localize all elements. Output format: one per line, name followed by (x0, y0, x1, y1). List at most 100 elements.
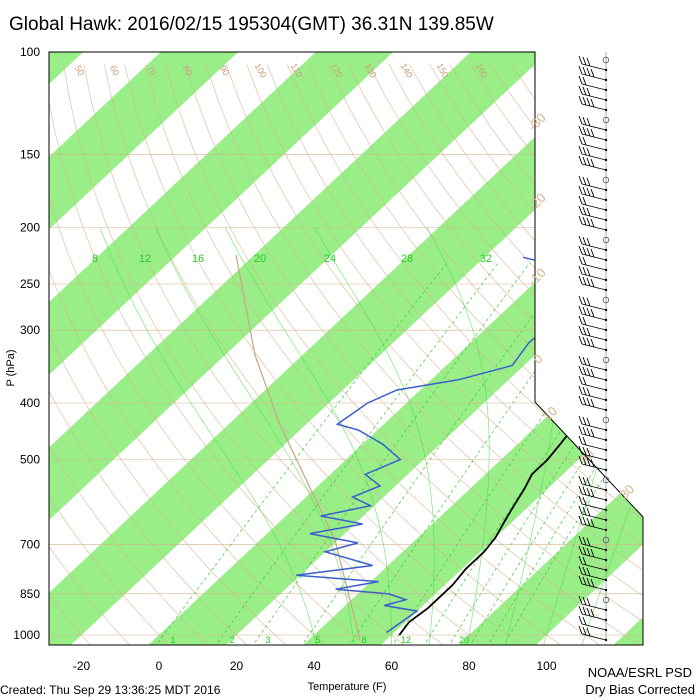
barb-flag (582, 196, 587, 206)
dry-adiabat-label: 90 (218, 64, 232, 78)
barb-flag (578, 415, 583, 425)
barb-flag (586, 217, 591, 227)
barb-flag (582, 496, 587, 506)
barb-flag (578, 235, 583, 245)
mixing-ratio-line (502, 262, 643, 645)
barb-flag (582, 126, 587, 136)
barb-flag (578, 335, 583, 345)
dry-adiabat (286, 64, 643, 645)
dry-adiabat (124, 64, 565, 645)
moist-adiabats (99, 227, 643, 645)
barb-flag (578, 495, 583, 505)
barb-flag (586, 517, 591, 527)
dry-adiabat (49, 64, 289, 645)
dewpoint-line (296, 256, 608, 634)
mixing-ratio-bottom-label: 12 (401, 635, 411, 645)
calm-circle (602, 356, 610, 364)
mixing-ratio-bottom-label: 1 (170, 635, 175, 645)
x-tick-label: 20 (230, 659, 244, 673)
barb-flag (578, 315, 583, 325)
y-tick-label: 100 (20, 45, 40, 59)
dry-adiabat (144, 64, 604, 645)
barb-flag (578, 265, 583, 275)
barb-flag (582, 506, 587, 516)
isotherm-band (49, 52, 577, 645)
barb-flag (578, 615, 583, 625)
dry-adiabat (63, 64, 447, 645)
barb-flag (582, 256, 587, 266)
barb-flag (578, 305, 583, 315)
dry-adiabat (185, 64, 643, 645)
barb-flag (578, 255, 583, 265)
dry-adiabat (103, 64, 525, 645)
x-axis-label: Temperature (F) (308, 681, 387, 693)
dry-adiabat (674, 64, 700, 647)
mixing-ratio-bottom-label: 20 (459, 635, 469, 645)
barb-flag (586, 187, 591, 197)
barb-flag (582, 556, 587, 566)
mixing-ratio-bottom-label: 5 (315, 635, 320, 645)
barb-flag (582, 386, 587, 396)
barb-flag (578, 425, 583, 435)
barb-flag (586, 57, 591, 67)
barb-flag (582, 606, 587, 616)
parcel-trace (235, 254, 361, 641)
barb-flag (578, 135, 583, 145)
barb-flag (590, 158, 595, 168)
barb-flag (578, 555, 583, 565)
barb-flag (582, 316, 587, 326)
barb-flag (578, 355, 583, 365)
barb-flag (586, 507, 591, 517)
dry-adiabat (49, 64, 172, 645)
mixing-ratio-line (154, 262, 448, 645)
barb-flag (590, 518, 595, 528)
dry-adiabat-label: 50 (73, 64, 87, 78)
dry-adiabat-label: 100 (253, 61, 269, 79)
barb-flag (590, 98, 595, 108)
barb-flag (578, 625, 583, 635)
barb-flag (586, 627, 591, 637)
barb-flag (578, 185, 583, 195)
dry-adiabat (246, 64, 643, 645)
x-tick-label: -20 (73, 659, 91, 673)
barb-flag (586, 247, 591, 257)
barb-flag (590, 68, 595, 78)
dry-adiabat-label: 140 (399, 61, 415, 79)
moist-adiabat (426, 227, 490, 645)
barb-flag (582, 176, 587, 186)
x-tick-label: 60 (385, 659, 399, 673)
y-tick-label: 850 (20, 587, 40, 601)
barb-flag (590, 278, 595, 288)
calm-circle (602, 416, 610, 424)
barb-flag (590, 488, 595, 498)
dry-adiabat-label: 70 (145, 64, 159, 78)
mixing-ratio-label: 8 (92, 253, 98, 265)
y-tick-label: 400 (20, 396, 40, 410)
mixing-ratio-bottom-label: 3 (265, 635, 270, 645)
calm-circle (602, 596, 610, 604)
isotherm-band (288, 52, 643, 645)
calm-circle (602, 296, 610, 304)
barb-flag (586, 117, 591, 127)
barb-flag (586, 427, 591, 437)
barb-flag (582, 446, 587, 456)
barb-flag (578, 375, 583, 385)
barb-flag (582, 436, 587, 446)
calm-circle (602, 116, 610, 124)
barb-flag (578, 155, 583, 165)
y-tick-label: 200 (20, 221, 40, 235)
barb-flag (586, 87, 591, 97)
barb-flag (578, 385, 583, 395)
barb-flag (582, 396, 587, 406)
wind-barbs (578, 52, 610, 642)
dry-adiabat (49, 64, 368, 645)
y-tick-label: 150 (20, 148, 40, 162)
barb-flag (582, 486, 587, 496)
moist-adiabat (155, 227, 355, 645)
mixing-ratio-line (348, 262, 612, 645)
barb-flag (586, 67, 591, 77)
barb-flag (586, 97, 591, 107)
barb-flag (582, 236, 587, 246)
dry-adiabat (49, 64, 93, 645)
barb-flag (586, 397, 591, 407)
